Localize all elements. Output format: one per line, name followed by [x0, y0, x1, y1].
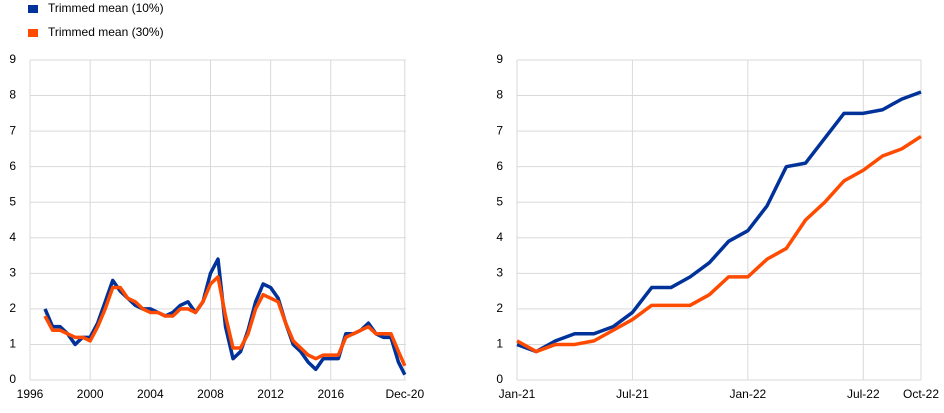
y-tick-label: 2 [9, 301, 16, 315]
x-tick-label: 2004 [137, 387, 164, 401]
y-tick-label: 4 [496, 230, 503, 244]
x-tick-label: 2012 [257, 387, 284, 401]
x-tick-label: Jul-22 [847, 387, 880, 401]
y-tick-label: 6 [9, 159, 16, 173]
y-tick-label: 0 [496, 372, 503, 386]
x-tick-label: Oct-22 [903, 387, 939, 401]
y-tick-label: 7 [496, 123, 503, 137]
y-tick-label: 7 [9, 123, 16, 137]
data-line [43, 257, 407, 376]
data-line [516, 134, 922, 354]
x-tick-label: Dec-20 [385, 387, 424, 401]
legend-swatch [28, 29, 38, 37]
y-tick-label: 8 [9, 88, 16, 102]
legend-label: Trimmed mean (10%) [48, 1, 164, 15]
y-tick-label: 8 [496, 88, 503, 102]
y-tick-label: 6 [496, 159, 503, 173]
x-tick-label: 2016 [317, 387, 344, 401]
y-tick-label: 1 [496, 337, 503, 351]
x-tick-label: 1996 [17, 387, 44, 401]
data-line [43, 275, 407, 367]
x-tick-label: 2008 [197, 387, 224, 401]
y-tick-label: 1 [9, 337, 16, 351]
legend-swatch [28, 5, 38, 13]
y-tick-label: 5 [496, 194, 503, 208]
y-tick-label: 0 [9, 372, 16, 386]
y-tick-label: 5 [9, 194, 16, 208]
legend-label: Trimmed mean (30%) [48, 25, 164, 39]
x-tick-label: 2000 [77, 387, 104, 401]
y-tick-label: 9 [9, 52, 16, 66]
data-line [516, 90, 922, 354]
y-tick-label: 9 [496, 52, 503, 66]
x-tick-label: Jan-22 [730, 387, 767, 401]
x-tick-label: Jul-21 [616, 387, 649, 401]
y-tick-label: 3 [9, 266, 16, 280]
y-tick-label: 4 [9, 230, 16, 244]
x-tick-label: Jan-21 [499, 387, 536, 401]
y-tick-label: 2 [496, 301, 503, 315]
y-tick-label: 3 [496, 266, 503, 280]
